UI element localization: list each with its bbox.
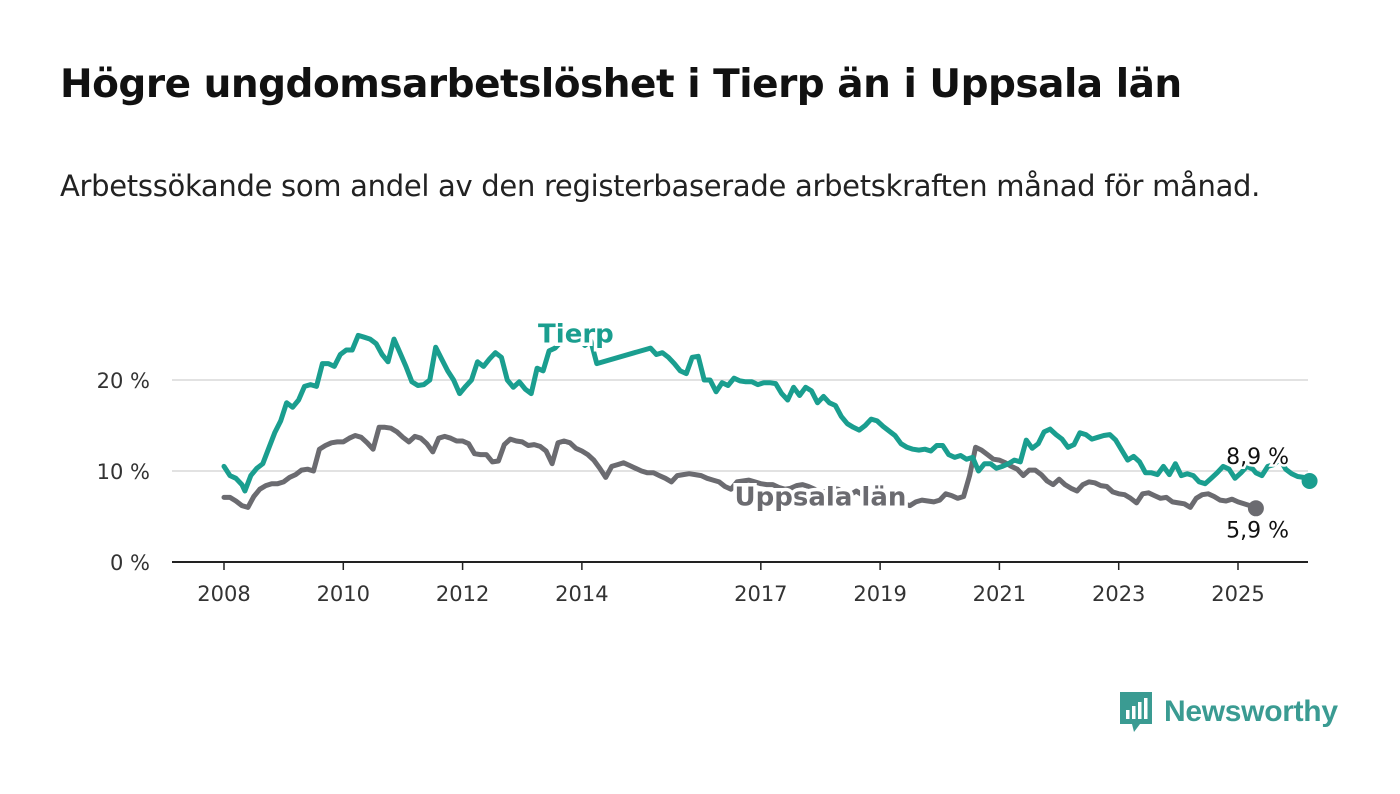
series-end-point	[1301, 473, 1318, 490]
x-tick-label: 2012	[436, 582, 489, 606]
x-axis: 2008 2010 2012 2014 2017 2019 2021 2023 2025	[172, 561, 1308, 606]
chart-subtitle: Arbetssökande som andel av den registerb…	[60, 169, 1261, 203]
series-labels: 8,9 % 5,9 % Tierp Uppsala län	[535, 316, 1292, 546]
x-tick-label: 2010	[317, 582, 370, 606]
y-tick-label: 0 %	[110, 551, 150, 575]
y-axis: 0 % 10 % 20 %	[97, 369, 150, 575]
y-tick-label: 20 %	[97, 369, 150, 393]
end-value-label: 8,9 %	[1226, 445, 1289, 470]
chart-title: Högre ungdomsarbetslöshet i Tierp än i U…	[60, 62, 1182, 107]
series-line-tierp	[221, 331, 1313, 494]
newsworthy-logo[interactable]: Newsworthy	[1118, 690, 1338, 734]
y-tick-label: 10 %	[97, 460, 150, 484]
brand-name: Newsworthy	[1164, 695, 1338, 728]
x-tick-label: 2025	[1211, 582, 1264, 606]
x-tick-label: 2019	[853, 582, 906, 606]
newsworthy-logo-icon	[1120, 692, 1152, 732]
series-name-label: Uppsala län	[735, 482, 907, 512]
x-tick-label: 2023	[1092, 582, 1145, 606]
series-lines	[221, 331, 1318, 517]
x-tick-label: 2014	[555, 582, 608, 606]
series-line-uppsala-lan	[221, 424, 1259, 511]
x-tick-label: 2017	[734, 582, 787, 606]
series-end-point	[1247, 500, 1264, 517]
x-tick-label: 2008	[197, 582, 250, 606]
x-tick-label: 2021	[973, 582, 1026, 606]
series-name-label: Tierp	[538, 320, 614, 350]
end-value-label: 5,9 %	[1226, 518, 1289, 543]
